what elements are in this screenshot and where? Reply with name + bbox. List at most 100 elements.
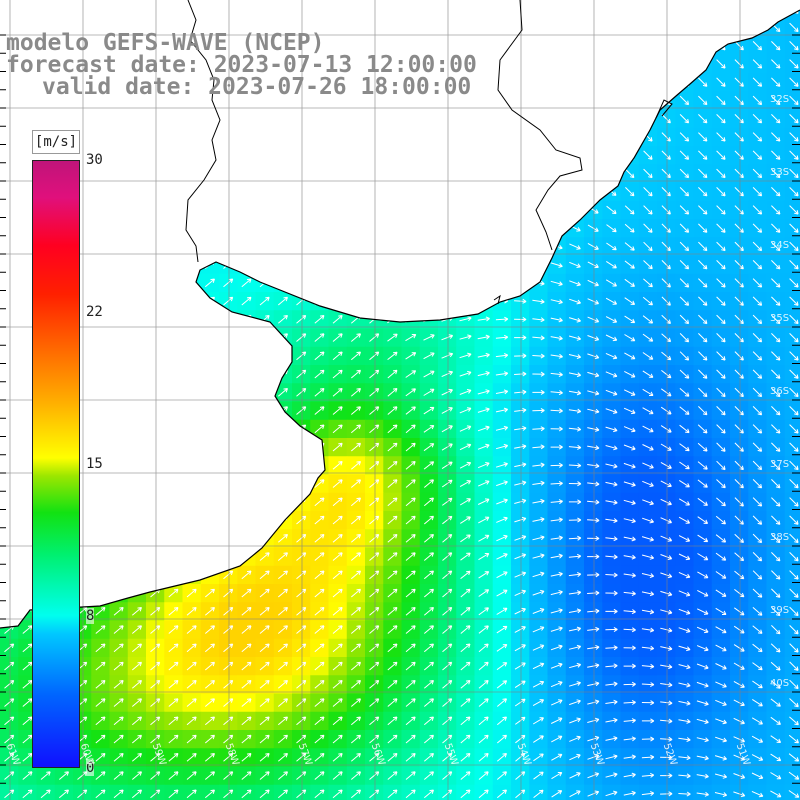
wind-arrow [4,150,15,160]
wind-arrow [386,279,398,287]
wind-arrow [113,242,124,251]
speed-cell [182,164,202,184]
speed-cell [693,784,713,800]
wind-arrow [587,626,600,632]
wind-arrow [532,699,545,707]
speed-cell [164,511,184,530]
wind-arrow [369,588,380,598]
wind-arrow [460,661,471,671]
wind-arrow [150,260,161,269]
wind-arrow [770,790,782,798]
wind-arrow [642,352,654,360]
wind-arrow [605,352,618,360]
speed-cell [164,456,184,476]
wind-arrow [241,461,252,470]
speed-cell [219,784,238,800]
wind-arrow [752,260,763,270]
wind-arrow [369,515,380,525]
speed-cell [730,784,749,800]
wind-arrow [350,206,362,214]
wind-arrow [150,753,161,762]
speed-cell [127,219,147,238]
wind-arrow [387,607,398,616]
wind-arrow [678,590,691,597]
speed-cell [237,127,257,147]
speed-cell [474,127,494,147]
wind-arrow [715,681,727,688]
wind-arrow [22,789,33,799]
speed-cell [529,219,549,238]
wind-arrow [404,152,417,158]
speed-cell [200,328,220,348]
wind-arrow [223,114,234,123]
wind-arrow [460,570,471,579]
wind-arrow [459,316,472,322]
wind-arrow [4,680,15,689]
speed-cell [474,164,494,184]
wind-arrow [606,10,617,14]
wind-arrow [186,643,197,653]
wind-arrow [241,223,252,233]
wind-arrow [751,754,764,761]
wind-arrow [788,734,799,744]
wind-arrow [350,260,361,269]
wind-arrow [697,516,709,524]
wind-arrow [296,114,307,123]
wind-arrow [550,225,563,232]
wind-arrow [514,571,527,578]
wind-arrow [477,98,490,104]
wind-arrow [350,242,362,251]
wind-arrow [478,789,489,799]
wind-arrow [150,534,161,543]
wind-arrow [752,479,763,489]
wind-arrow [22,442,33,452]
wind-arrow [350,534,361,543]
wind-arrow [22,77,33,87]
wind-arrow [332,205,343,215]
wind-arrow [459,279,472,285]
wind-arrow [477,153,490,158]
speed-cell [784,620,800,640]
speed-cell [182,456,202,476]
wind-arrow [387,643,398,653]
speed-cell [219,328,238,348]
wind-arrow [789,333,799,343]
wind-arrow [514,462,527,468]
wind-arrow [605,681,618,687]
speed-cell [438,127,457,147]
speed-cell [711,36,731,56]
wind-arrow [441,225,454,231]
wind-arrow [752,406,763,416]
wind-arrow [477,480,490,487]
wind-arrow [532,480,545,486]
speed-cell [273,255,293,275]
speed-cell [529,164,549,184]
wind-arrow [568,426,582,432]
wind-arrow [788,753,800,762]
speed-cell [784,18,800,38]
wind-arrow [550,299,563,305]
speed-cell [164,474,184,494]
speed-cell [657,36,676,56]
wind-arrow [223,753,234,762]
wind-arrow [386,24,399,30]
speed-cell [164,328,184,348]
wind-arrow [241,442,252,452]
wind-arrow [752,22,763,33]
wind-arrow [186,552,197,561]
wind-arrow [296,169,307,178]
wind-arrow [752,333,763,343]
wind-arrow [752,59,763,69]
wind-arrow [770,716,781,725]
wind-arrow [514,680,526,689]
wind-arrow [441,443,453,451]
wind-arrow [314,753,325,762]
wind-arrow [715,607,727,615]
wind-arrow [168,479,179,488]
speed-cell [438,18,457,38]
wind-arrow [223,388,234,397]
wind-arrow [715,626,727,634]
wind-arrow [259,753,270,762]
wind-arrow [58,10,69,14]
wind-arrow [679,41,690,51]
